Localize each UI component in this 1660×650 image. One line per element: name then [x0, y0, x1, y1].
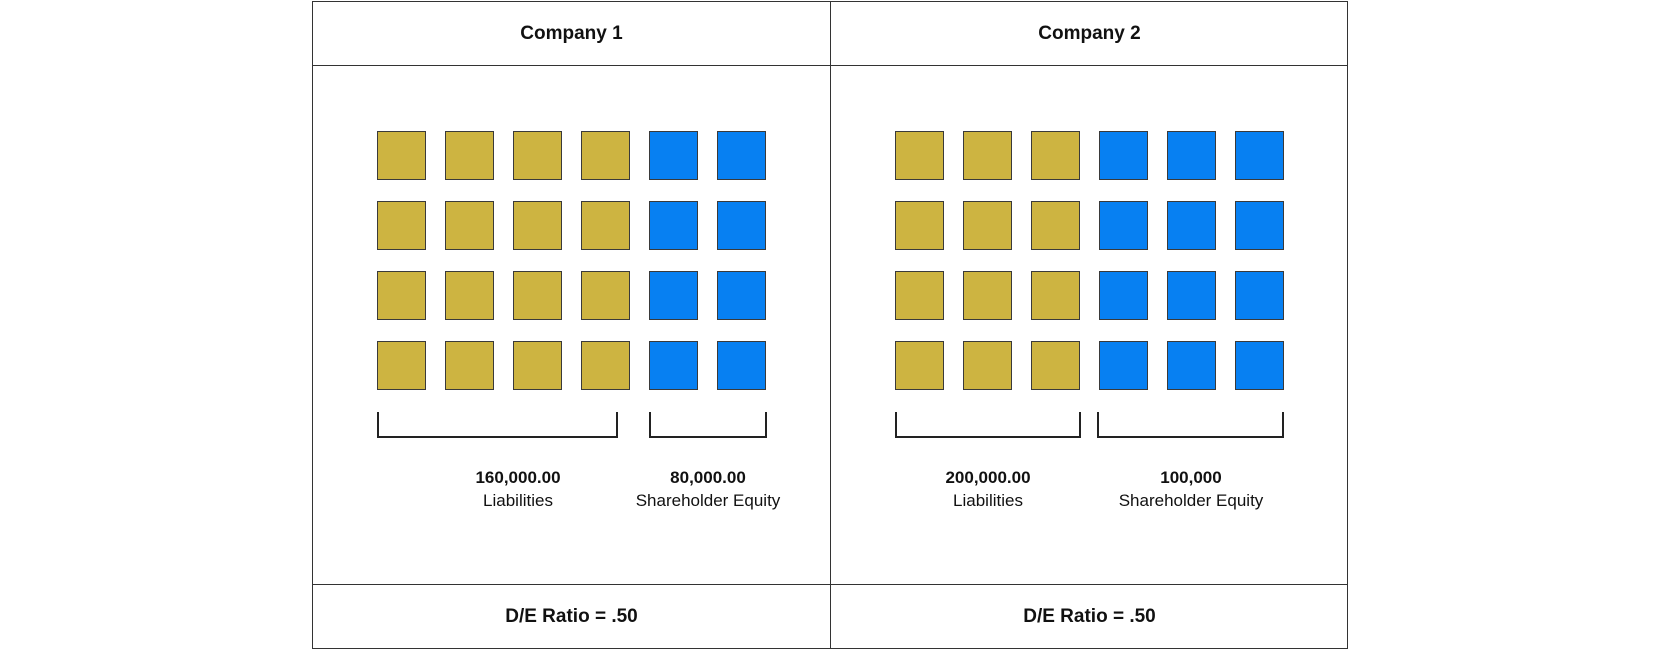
liabilities-square [513, 131, 562, 180]
company-2-equity-caption: 100,000 Shareholder Equity [1096, 466, 1286, 512]
company-1-title: Company 1 [313, 2, 830, 66]
liabilities-square [895, 341, 944, 390]
liabilities-square [963, 341, 1012, 390]
liabilities-square [377, 201, 426, 250]
equity-square [1099, 271, 1148, 320]
company-2-equity-bracket [1097, 412, 1284, 438]
company-2-equity-label: Shareholder Equity [1118, 491, 1264, 510]
equity-square [717, 201, 766, 250]
equity-square [649, 271, 698, 320]
liabilities-square [1031, 341, 1080, 390]
liabilities-square [513, 341, 562, 390]
liabilities-square [445, 271, 494, 320]
equity-square [717, 341, 766, 390]
equity-square [1167, 271, 1216, 320]
company-1-equity-value: 80,000.00 [670, 468, 746, 487]
liabilities-square [377, 131, 426, 180]
company-1-liabilities-bracket [377, 412, 618, 438]
company-1-liabilities-label: Liabilities [483, 491, 553, 510]
company-2-title: Company 2 [831, 2, 1348, 66]
liabilities-square [445, 131, 494, 180]
liabilities-square [963, 131, 1012, 180]
equity-square [1099, 341, 1148, 390]
company-1-column: Company 1 160,000.00 Liabilities 80,000.… [313, 2, 831, 648]
equity-square [649, 341, 698, 390]
liabilities-square [1031, 271, 1080, 320]
company-1-liabilities-caption: 160,000.00 Liabilities [423, 466, 613, 512]
company-2-liabilities-caption: 200,000.00 Liabilities [893, 466, 1083, 512]
equity-square [1235, 201, 1284, 250]
equity-square [1099, 131, 1148, 180]
liabilities-square [377, 341, 426, 390]
liabilities-square [581, 341, 630, 390]
equity-square [1235, 131, 1284, 180]
equity-square [1167, 131, 1216, 180]
liabilities-square [895, 271, 944, 320]
liabilities-square [513, 201, 562, 250]
liabilities-square [513, 271, 562, 320]
company-2-liabilities-bracket [895, 412, 1081, 438]
comparison-table: Company 1 160,000.00 Liabilities 80,000.… [312, 1, 1348, 649]
liabilities-square [581, 131, 630, 180]
equity-square [1235, 341, 1284, 390]
company-2-column: Company 2 200,000.00 Liabilities 100,000… [831, 2, 1348, 648]
liabilities-square [963, 201, 1012, 250]
liabilities-square [445, 341, 494, 390]
equity-square [1167, 201, 1216, 250]
liabilities-square [377, 271, 426, 320]
company-1-equity-bracket [649, 412, 767, 438]
company-1-ratio: D/E Ratio = .50 [313, 584, 830, 648]
liabilities-square [581, 271, 630, 320]
equity-square [649, 131, 698, 180]
liabilities-square [1031, 201, 1080, 250]
liabilities-square [581, 201, 630, 250]
equity-square [717, 131, 766, 180]
company-2-ratio: D/E Ratio = .50 [831, 584, 1348, 648]
liabilities-square [445, 201, 494, 250]
equity-square [1099, 201, 1148, 250]
company-1-equity-label: Shareholder Equity [635, 491, 781, 510]
equity-square [1235, 271, 1284, 320]
company-2-equity-value: 100,000 [1160, 468, 1222, 487]
equity-square [717, 271, 766, 320]
equity-square [649, 201, 698, 250]
equity-square [1167, 341, 1216, 390]
liabilities-square [895, 131, 944, 180]
liabilities-square [963, 271, 1012, 320]
company-2-liabilities-label: Liabilities [953, 491, 1023, 510]
company-1-equity-caption: 80,000.00 Shareholder Equity [618, 466, 798, 512]
liabilities-square [895, 201, 944, 250]
company-2-liabilities-value: 200,000.00 [945, 468, 1031, 487]
company-1-liabilities-value: 160,000.00 [475, 468, 561, 487]
liabilities-square [1031, 131, 1080, 180]
